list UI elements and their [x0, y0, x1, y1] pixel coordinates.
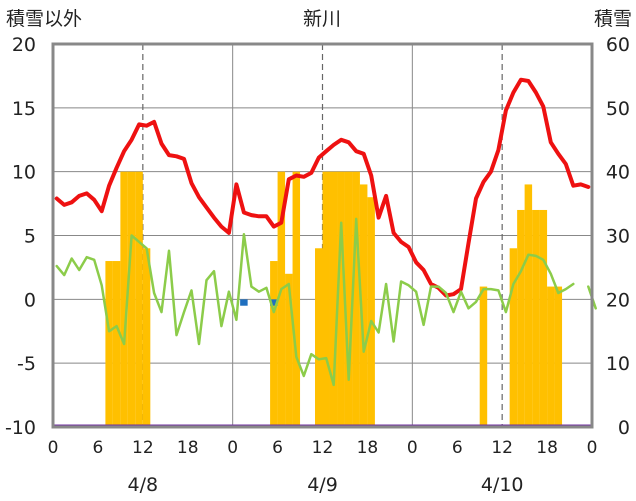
left-tick-label: 10 — [12, 162, 36, 184]
x-tick-label: 12 — [312, 438, 334, 458]
bar — [240, 299, 248, 306]
bar — [532, 209, 540, 427]
right-tick-label: 60 — [606, 34, 630, 56]
bar — [322, 171, 330, 427]
bar — [112, 261, 121, 427]
x-tick-label: 0 — [48, 438, 59, 458]
bar — [547, 286, 555, 427]
left-tick-label: 0 — [24, 289, 36, 311]
x-tick-label: 6 — [452, 438, 463, 458]
bar — [127, 171, 136, 427]
plot-frame — [51, 42, 594, 429]
bar — [105, 261, 113, 427]
bar-series — [105, 171, 563, 427]
right-tick-label: 50 — [606, 98, 630, 120]
x-tick-label: 6 — [93, 438, 104, 458]
right-tick-label: 30 — [606, 226, 630, 248]
bar — [285, 273, 293, 427]
x-tick-label: 18 — [357, 438, 379, 458]
bar — [344, 171, 353, 427]
temperature-line — [54, 77, 591, 298]
green-line — [55, 217, 575, 387]
bar — [352, 171, 360, 427]
left-tick-label: 20 — [12, 34, 36, 56]
bar — [479, 286, 488, 427]
bar — [539, 209, 548, 427]
left-tick-label: 15 — [12, 98, 36, 120]
x-tick-label: 6 — [272, 438, 283, 458]
x-tick-label: 12 — [132, 438, 154, 458]
chart-title: 新川 — [303, 8, 341, 30]
bar — [135, 171, 143, 427]
date-label: 4/9 — [307, 474, 338, 496]
bar — [142, 248, 151, 427]
date-label: 4/8 — [128, 474, 159, 496]
left-tick-label: -5 — [17, 353, 36, 375]
x-tick-label: 0 — [587, 438, 598, 458]
right-tick-label: 0 — [618, 417, 630, 439]
x-tick-label: 18 — [177, 438, 199, 458]
x-tick-label: 0 — [407, 438, 418, 458]
bar — [359, 184, 368, 427]
left-tick-label: 5 — [24, 226, 36, 248]
bar — [277, 171, 286, 427]
x-tick-label: 18 — [536, 438, 558, 458]
x-tick-label: 12 — [491, 438, 513, 458]
bar — [517, 209, 525, 427]
bar — [292, 171, 301, 427]
bar — [554, 286, 563, 427]
bar — [509, 248, 518, 427]
bar — [120, 171, 128, 427]
bar — [329, 171, 338, 427]
right-tick-label: 10 — [606, 353, 630, 375]
date-label: 4/10 — [481, 474, 524, 496]
left-axis-label: 積雪以外 — [6, 8, 82, 30]
bar — [270, 299, 278, 306]
bar — [367, 197, 375, 427]
right-tick-label: 40 — [606, 162, 630, 184]
right-axis-label: 積雪 — [594, 8, 632, 30]
bar — [337, 171, 345, 427]
plot-border — [51, 42, 594, 429]
right-tick-label: 20 — [606, 289, 630, 311]
left-tick-label: -10 — [5, 417, 36, 439]
x-tick-label: 0 — [227, 438, 238, 458]
bar — [315, 248, 323, 427]
bar — [270, 261, 278, 427]
bar — [524, 184, 533, 427]
